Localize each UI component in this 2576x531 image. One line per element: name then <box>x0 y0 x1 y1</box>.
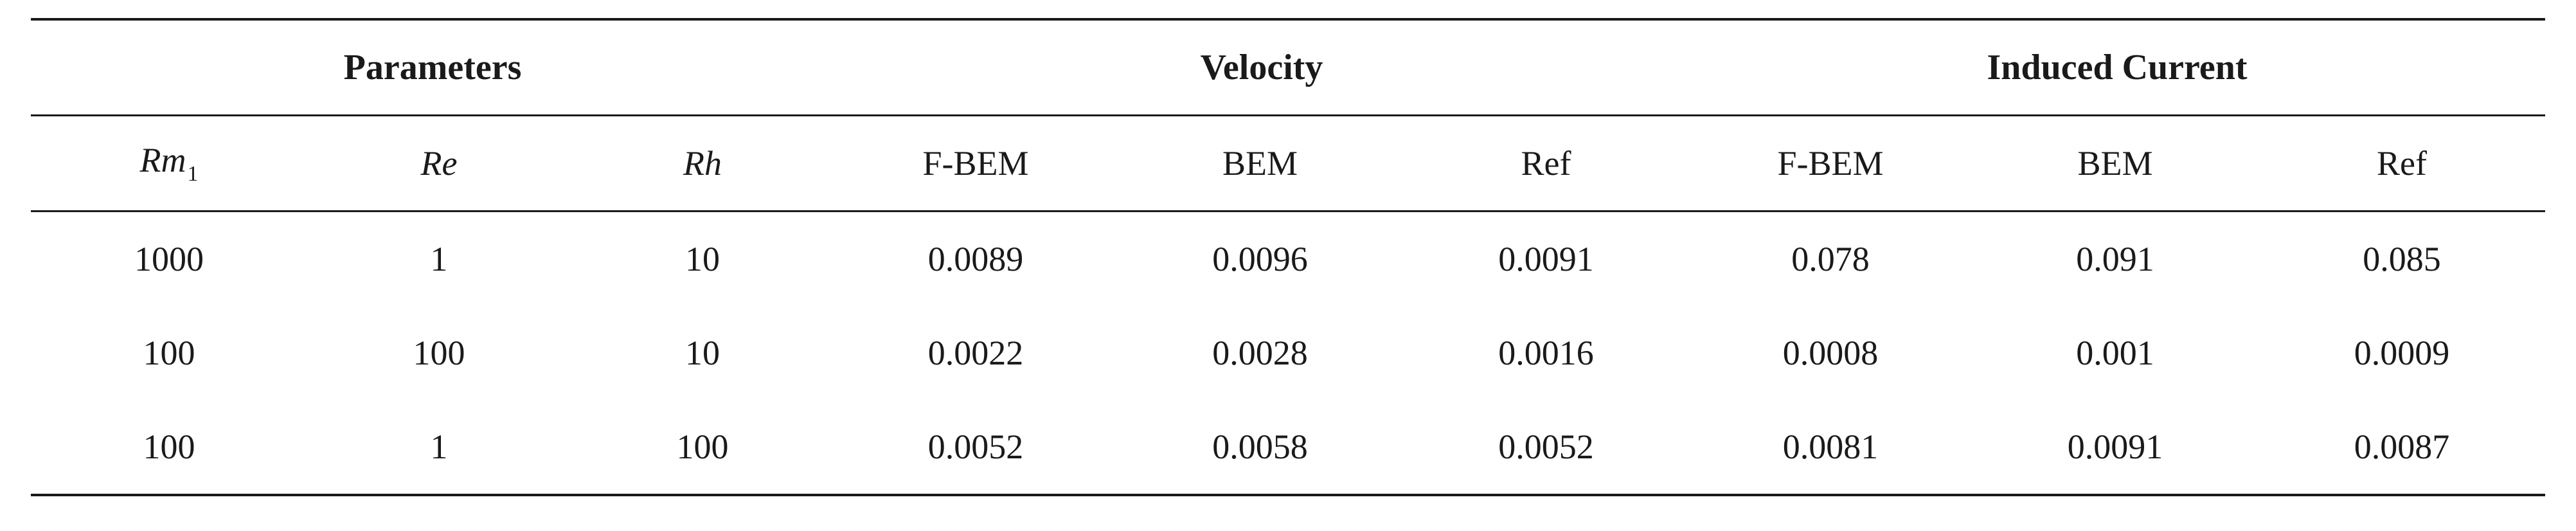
table-cell: 100 <box>143 334 195 372</box>
velocity-fbem-column-header: F-BEM <box>834 115 1118 212</box>
table-cell: 100 <box>571 400 835 496</box>
table-cell: 0.0091 <box>1498 240 1594 278</box>
table-cell: 0.085 <box>2363 240 2441 278</box>
table-cell: 1 <box>307 400 571 496</box>
velocity-header: Velocity <box>834 18 1690 116</box>
table-cell: 0.0052 <box>1403 400 1690 496</box>
table-cell: 0.0089 <box>927 240 1024 278</box>
current-bem-column-header: BEM <box>1972 115 2259 212</box>
parameters-header: Parameters <box>31 18 835 116</box>
table-cell: 0.091 <box>2076 240 2154 278</box>
table-cell: 0.0028 <box>1212 334 1308 372</box>
re-column-header: Re <box>307 115 571 212</box>
table-cell: 0.0008 <box>1782 334 1879 372</box>
table-cell: 0.001 <box>2076 334 2154 372</box>
velocity-bem-column-header: BEM <box>1117 115 1404 212</box>
rm1-column-header: Rm1 <box>31 115 307 212</box>
column-header-row: Rm1 Re Rh F-BEM BEM Ref F-BEM BEM Ref <box>31 115 2546 212</box>
table-cell: 0.0087 <box>2258 400 2546 496</box>
table-cell: 1000 <box>134 240 204 278</box>
table-cell: 100 <box>31 400 307 496</box>
rm-symbol: Rm <box>139 141 186 179</box>
table-cell: 0.078 <box>1791 240 1870 278</box>
table-cell: 0.0091 <box>1972 400 2259 496</box>
group-header-row: Parameters Velocity Induced Current <box>31 18 2546 116</box>
results-table: Parameters Velocity Induced Current Rm1 … <box>31 18 2546 496</box>
results-table-container: Parameters Velocity Induced Current Rm1 … <box>31 18 2546 496</box>
current-fbem-column-header: F-BEM <box>1689 115 1972 212</box>
table-cell: 100 <box>413 334 465 372</box>
table-cell: 0.0022 <box>927 334 1024 372</box>
rh-column-header: Rh <box>571 115 835 212</box>
table-cell: 0.0081 <box>1689 400 1972 496</box>
table-cell: 10 <box>685 240 720 278</box>
table-cell: 1 <box>430 240 448 278</box>
induced-current-header: Induced Current <box>1689 18 2546 116</box>
current-ref-column-header: Ref <box>2258 115 2546 212</box>
table-cell: 0.0009 <box>2354 334 2450 372</box>
table-row: 100 1 100 0.0052 0.0058 0.0052 0.0081 0.… <box>31 400 2546 496</box>
table-cell: 0.0016 <box>1498 334 1594 372</box>
table-cell: 0.0052 <box>834 400 1118 496</box>
velocity-ref-column-header: Ref <box>1403 115 1690 212</box>
table-row: 1000 1 10 0.0089 0.0096 0.0091 0.078 0.0… <box>31 212 2545 307</box>
table-row: 100 100 10 0.0022 0.0028 0.0016 0.0008 0… <box>31 306 2545 400</box>
table-cell: 0.0096 <box>1212 240 1308 278</box>
table-cell: 0.0058 <box>1117 400 1404 496</box>
rm-subscript: 1 <box>187 162 199 186</box>
table-cell: 10 <box>685 334 720 372</box>
